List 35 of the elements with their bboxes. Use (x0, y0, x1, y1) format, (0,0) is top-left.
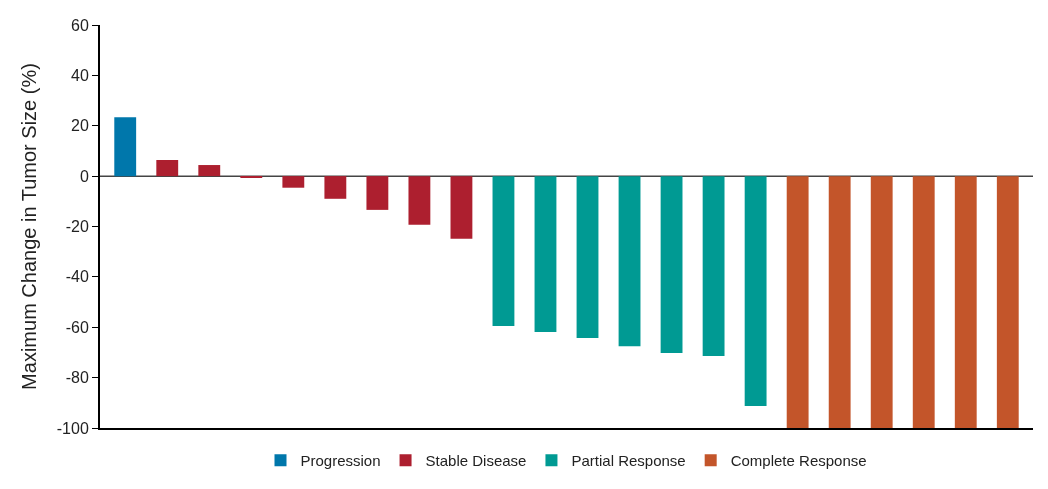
bar (912, 176, 935, 428)
bar (828, 176, 851, 428)
bar (660, 176, 683, 353)
legend-label: Progression (300, 452, 381, 470)
bar (198, 165, 221, 177)
bar (450, 176, 473, 239)
bar (786, 176, 809, 428)
y-tick-label: -40 (65, 268, 89, 286)
y-axis-title: Maximum Change in Tumor Size (%) (17, 63, 40, 390)
bar (282, 176, 305, 188)
y-tick-label: 60 (71, 16, 89, 34)
y-tick-label: -100 (56, 419, 89, 437)
bar (408, 176, 431, 225)
bar (618, 176, 641, 347)
bar (366, 176, 389, 210)
y-tick-label: -80 (65, 369, 89, 387)
y-tick-label: 40 (71, 66, 89, 84)
y-tick-label: 0 (79, 167, 89, 185)
bar (156, 160, 179, 177)
bar (702, 176, 725, 356)
y-tick-label: -20 (65, 218, 89, 236)
legend-label: Stable Disease (425, 452, 527, 470)
bar (492, 176, 515, 326)
bar (534, 176, 557, 333)
legend-label: Partial Response (571, 452, 686, 470)
bar (870, 176, 893, 428)
legend-label: Complete Response (730, 452, 867, 470)
bar (954, 176, 977, 428)
y-tick-label: -60 (65, 318, 89, 336)
bar (744, 176, 767, 407)
bar (576, 176, 599, 339)
bar (324, 176, 347, 199)
y-tick-label: 20 (71, 117, 89, 135)
bar (996, 176, 1019, 428)
bar (114, 117, 137, 177)
